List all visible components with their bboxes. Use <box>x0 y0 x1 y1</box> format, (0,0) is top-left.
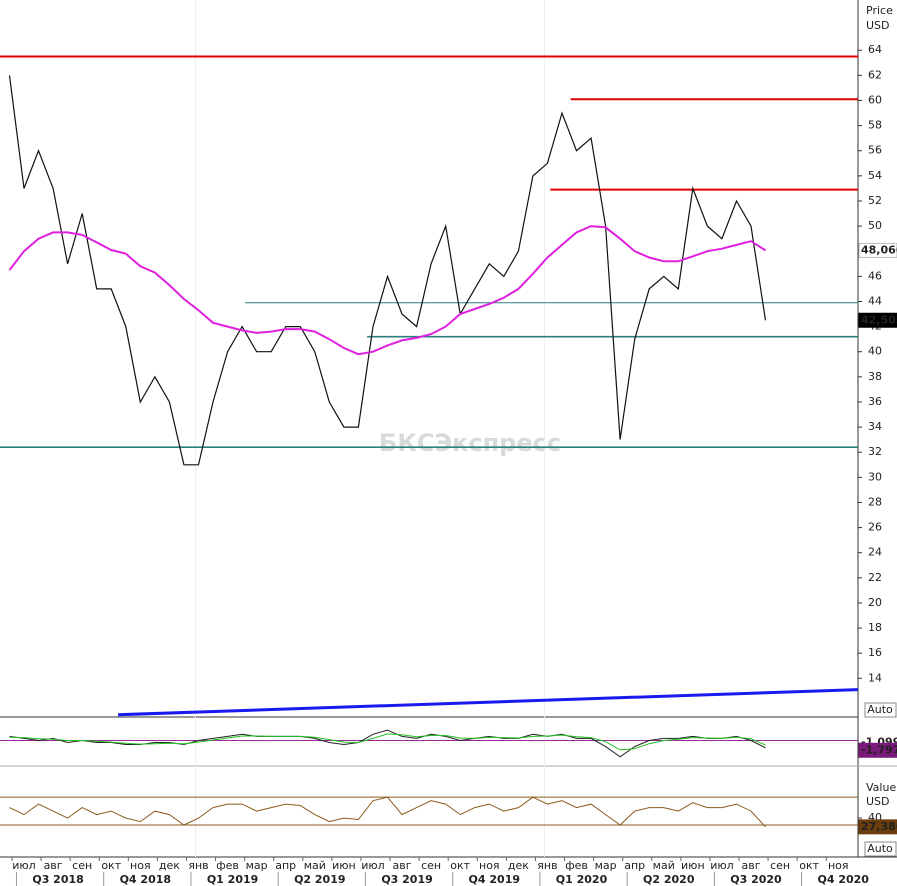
x-tick-label: май <box>304 859 326 872</box>
x-tick-label: дек <box>159 859 180 872</box>
x-tick-label: апр <box>624 859 645 872</box>
x-tick-label: июл <box>12 859 35 872</box>
last-value-badge <box>858 312 897 328</box>
auto-button[interactable] <box>864 702 897 718</box>
value-axis-title: Value <box>866 781 896 794</box>
quarter-label: Q3 2018 <box>32 873 83 886</box>
x-tick-label: сен <box>421 859 441 872</box>
x-tick-label: дек <box>508 859 529 872</box>
y-tick-label: 14 <box>868 671 882 684</box>
x-tick-label: май <box>653 859 675 872</box>
x-tick-label: ноя <box>130 859 151 872</box>
trendline <box>117 688 859 717</box>
x-tick-label: июн <box>332 859 356 872</box>
y-tick-label: 20 <box>868 596 882 609</box>
x-tick-label: авг <box>44 859 63 872</box>
x-tick-label: сен <box>770 859 790 872</box>
auto-button-label[interactable]: Auto <box>867 703 893 716</box>
x-tick-label: июн <box>681 859 705 872</box>
last-value-label: -1,797 <box>861 743 897 756</box>
last-value-badge <box>858 242 897 258</box>
last-value-badge <box>858 742 897 758</box>
x-tick-label: июл <box>710 859 733 872</box>
price-line <box>8 75 767 466</box>
x-tick-label: фев <box>216 859 239 872</box>
quarter-label: Q2 2019 <box>294 873 345 886</box>
quarter-label: Q1 2019 <box>207 873 258 886</box>
x-tick-label: авг <box>741 859 760 872</box>
y-tick-label: 60 <box>868 93 882 106</box>
y-tick-label: 28 <box>868 495 882 508</box>
last-value-label: 42,505 <box>861 313 897 326</box>
x-tick-label: ноя <box>828 859 849 872</box>
x-tick-label: мар <box>246 859 268 872</box>
quarter-label: Q4 2020 <box>818 873 870 886</box>
y-tick-label: 22 <box>868 571 882 584</box>
auto-button[interactable] <box>864 841 897 857</box>
macd-line <box>9 729 766 758</box>
y-tick-label: 62 <box>868 68 882 81</box>
x-tick-label: янв <box>188 859 208 872</box>
quarter-label: Q4 2019 <box>469 873 520 886</box>
last-value-label: 48,066 <box>861 243 897 256</box>
watermark: БКСЭкспресс <box>379 429 561 457</box>
y-tick-label: 44 <box>868 294 882 307</box>
y-tick-label: 26 <box>868 521 882 534</box>
price-axis-title: Price <box>866 4 893 17</box>
x-tick-label: фев <box>565 859 588 872</box>
last-value-label: 27,386 <box>861 820 897 833</box>
y-tick-label: 50 <box>868 219 882 232</box>
y-tick-label: 64 <box>868 43 882 56</box>
y-tick-label: 32 <box>868 445 882 458</box>
quarter-label: Q1 2020 <box>556 873 608 886</box>
y-tick-label: 52 <box>868 194 882 207</box>
macd-line <box>9 733 766 751</box>
y-tick-label: 40 <box>868 345 882 358</box>
y-tick-label: 58 <box>868 119 882 132</box>
x-tick-label: сен <box>72 859 92 872</box>
y-tick-label: 30 <box>868 470 882 483</box>
x-tick-label: янв <box>537 859 557 872</box>
quarter-label: Q2 2020 <box>643 873 695 886</box>
x-tick-label: окт <box>450 859 470 872</box>
ma-line <box>8 225 767 356</box>
rsi-line <box>9 796 766 828</box>
last-value-badge <box>858 819 897 835</box>
x-tick-label: мар <box>595 859 617 872</box>
y-tick-label: 16 <box>868 646 882 659</box>
x-tick-label: окт <box>799 859 819 872</box>
price-axis-title: USD <box>866 19 890 32</box>
value-axis-title: USD <box>866 795 890 808</box>
y-tick-label: 34 <box>868 420 882 433</box>
quarter-label: Q4 2018 <box>120 873 171 886</box>
x-tick-label: апр <box>275 859 296 872</box>
y-tick-label: 36 <box>868 395 882 408</box>
x-tick-label: окт <box>101 859 121 872</box>
y-tick-label: 56 <box>868 144 882 157</box>
y-tick-label: 46 <box>868 269 882 282</box>
auto-button-label[interactable]: Auto <box>867 842 893 855</box>
x-tick-label: июл <box>361 859 384 872</box>
quarter-label: Q3 2020 <box>730 873 782 886</box>
x-tick-label: авг <box>393 859 412 872</box>
y-tick-label: 24 <box>868 546 882 559</box>
quarter-label: Q3 2019 <box>381 873 432 886</box>
y-tick-label: 38 <box>868 370 882 383</box>
y-tick-label: 54 <box>868 169 882 182</box>
x-tick-label: ноя <box>479 859 500 872</box>
y-tick-label: 18 <box>868 621 882 634</box>
